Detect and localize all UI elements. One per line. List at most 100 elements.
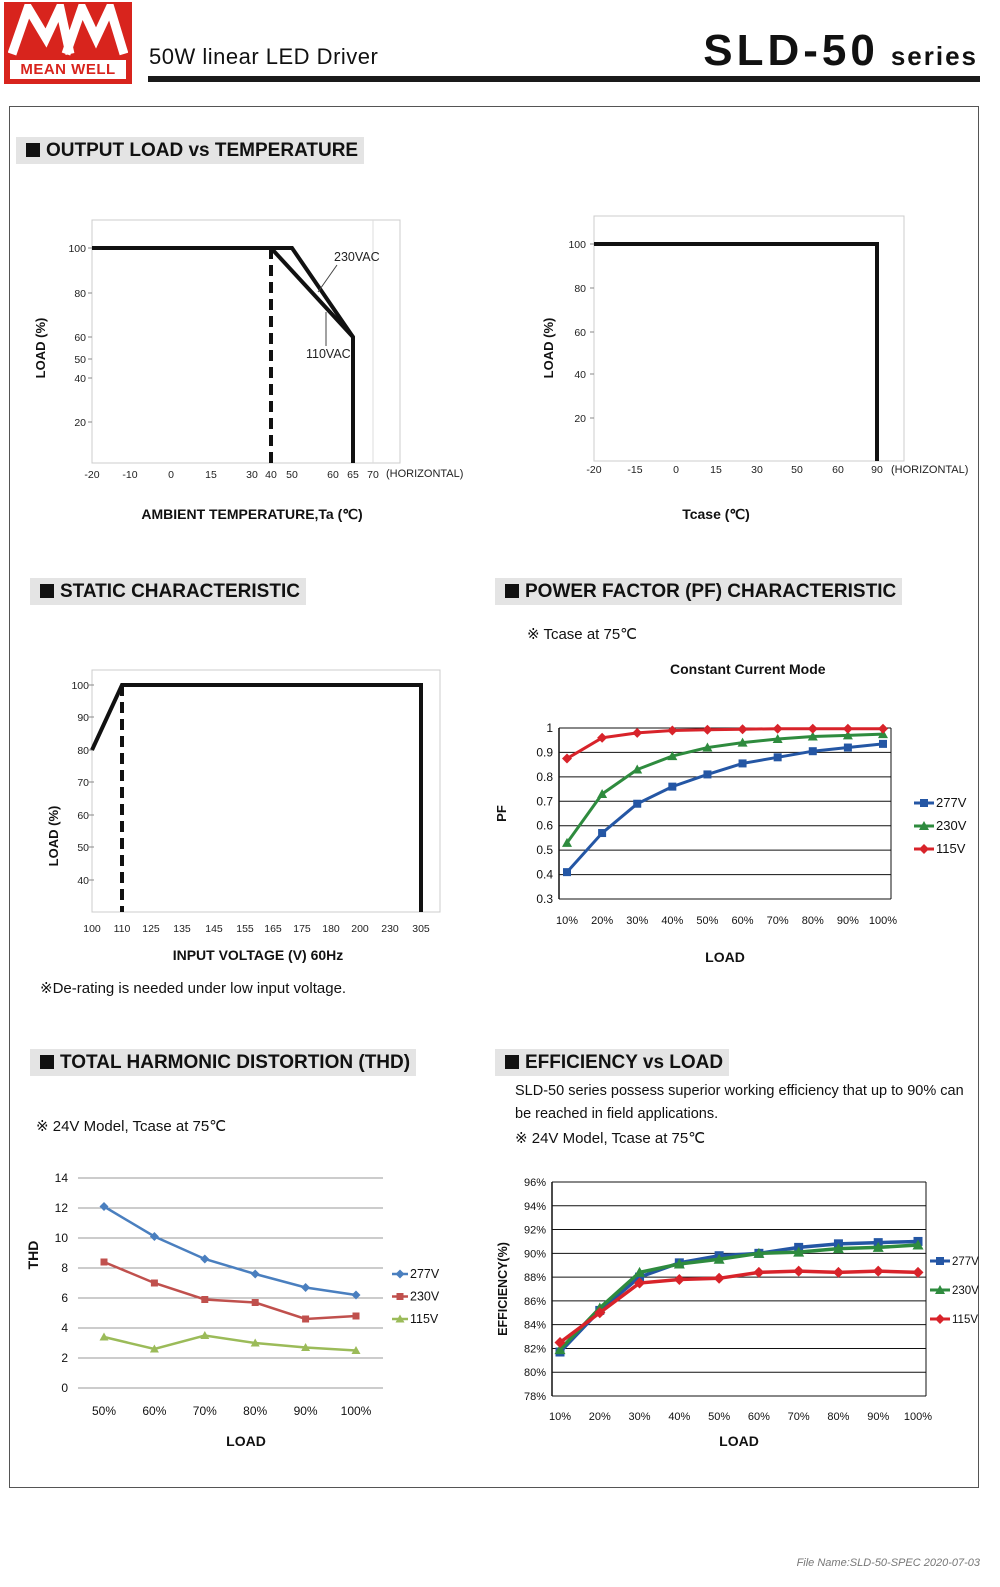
pf-x-tick-label: 70%: [767, 915, 789, 927]
eff-x-tick-label: 90%: [867, 1411, 889, 1423]
eff-point-115v: [832, 1266, 844, 1278]
thd-point-115v: [250, 1338, 260, 1347]
pf-point-115v: [842, 723, 853, 734]
thd-point-277v: [200, 1254, 210, 1264]
thd-y-tick-label: 14: [55, 1171, 69, 1185]
static-y-tick-label: 80: [77, 745, 89, 757]
pf-legend-label-230v: 230V: [936, 818, 967, 833]
pf-point-230v: [562, 837, 572, 847]
eff-y-tick-label: 82%: [524, 1343, 546, 1355]
pf-point-230v: [842, 730, 853, 740]
ambient-plot-frame: [91, 219, 401, 464]
eff-point-115v: [872, 1265, 884, 1277]
pf-point-230v: [737, 737, 748, 747]
pf-point-115v: [702, 724, 713, 735]
efficiency-description-line-2: be reached in field applications.: [515, 1106, 719, 1122]
thd-legend-label-115v: 115V: [410, 1312, 439, 1326]
eff-x-tick-label: 60%: [748, 1411, 770, 1423]
thd-x-axis-title: LOAD: [226, 1433, 266, 1449]
tcase-x-suffix: (HORIZONTAL): [891, 464, 968, 476]
tcase-y-tick-label: 100: [568, 239, 586, 251]
static-y-tick-label: 50: [77, 842, 89, 854]
pf-point-277v: [633, 799, 642, 808]
eff-x-tick-label: 20%: [589, 1411, 611, 1423]
thd-series-277v: [103, 1205, 357, 1297]
pf-series-115v: [566, 727, 883, 760]
eff-point-230v: [634, 1266, 646, 1277]
ambient-y-tick-label: 50: [74, 354, 86, 366]
static-y-axis-title: LOAD (%): [46, 806, 61, 867]
static-y-tick-label: 70: [77, 777, 89, 789]
pf-point-230v: [597, 788, 608, 798]
ambient-y-tick-label: 100: [68, 243, 86, 255]
eff-y-tick-label: 88%: [524, 1272, 546, 1284]
thd-y-tick-label: 10: [55, 1231, 69, 1245]
thd-point-115v: [351, 1346, 361, 1354]
pf-legend-label-115v: 115V: [936, 841, 966, 856]
pf-y-tick-label: 0.3: [536, 892, 553, 906]
tcase-x-tick-label: -20: [586, 464, 601, 476]
pf-x-tick-label: 60%: [732, 915, 754, 927]
static-y-tick-label: 90: [77, 712, 89, 724]
eff-point-230v: [793, 1246, 805, 1257]
ambient-series-label-110vac: 110VAC: [306, 347, 351, 361]
static-x-tick-label: 200: [351, 923, 369, 935]
pf-x-axis-title: LOAD: [705, 949, 745, 965]
pf-y-tick-label: 1: [546, 721, 553, 735]
ambient-x-axis-title: AMBIENT TEMPERATURE,Ta (℃): [141, 506, 362, 522]
eff-legend-marker-277v: [936, 1257, 944, 1265]
pf-point-230v: [632, 764, 643, 774]
eff-series-230v: [558, 1243, 919, 1351]
eff-y-tick-label: 80%: [524, 1367, 546, 1379]
pf-x-tick-label: 20%: [591, 915, 613, 927]
static-x-tick-label: 110: [114, 923, 131, 935]
mw-logo-mark-icon: [8, 4, 128, 56]
eff-legend-label-277v: 277V: [952, 1256, 979, 1268]
thd-point-230v: [150, 1279, 158, 1287]
thd-point-277v: [351, 1290, 361, 1300]
eff-y-tick-label: 96%: [524, 1177, 546, 1189]
ambient-series-230vac: [92, 246, 355, 463]
thd-y-tick-label: 6: [61, 1291, 68, 1305]
pf-point-230v: [772, 733, 783, 743]
eff-point-115v: [713, 1272, 725, 1284]
eff-point-115v: [634, 1277, 646, 1289]
eff-legend-label-230v: 230V: [952, 1285, 979, 1297]
pf-point-277v: [879, 739, 887, 748]
eff-y-tick-label: 84%: [524, 1320, 546, 1332]
ambient-y-tick-label: 60: [74, 332, 86, 344]
pf-legend-label-277v: 277V: [936, 795, 967, 810]
eff-y-tick-label: 78%: [524, 1391, 546, 1403]
thd-legend-label-230v: 230V: [410, 1290, 440, 1304]
tcase-x-tick-label: 0: [673, 464, 679, 476]
series-word: series: [890, 41, 978, 71]
eff-series-115v: [558, 1269, 919, 1344]
eff-x-axis-title: LOAD: [719, 1433, 759, 1449]
eff-point-115v: [912, 1266, 924, 1278]
thd-legend-label-277v: 277V: [410, 1267, 440, 1281]
ambient-x-tick-label: 50: [286, 469, 298, 481]
tcase-y-tick-label: 60: [574, 327, 586, 339]
eff-point-230v: [832, 1243, 844, 1254]
thd-x-tick-label: 100%: [341, 1404, 372, 1418]
thd-condition-note: ※ 24V Model, Tcase at 75℃: [36, 1118, 227, 1135]
ambient-x-tick-label: 70: [367, 469, 379, 481]
mean-well-logo: MEAN WELL: [4, 2, 132, 84]
static-x-tick-label: 135: [173, 923, 191, 935]
static-y-tick-label: 100: [71, 680, 89, 692]
pf-point-277v: [843, 743, 852, 752]
thd-point-230v: [100, 1258, 108, 1266]
thd-point-277v: [250, 1269, 260, 1279]
pf-point-115v: [737, 724, 748, 735]
static-series-load: [90, 683, 423, 912]
static-x-tick-label: 165: [264, 923, 282, 935]
pf-point-115v: [772, 723, 783, 734]
static-x-tick-label: 145: [205, 923, 223, 935]
eff-y-tick-label: 92%: [524, 1225, 546, 1237]
static-y-tick-label: 40: [77, 875, 89, 887]
thd-point-277v: [301, 1283, 311, 1292]
pf-point-277v: [598, 829, 607, 838]
pf-point-277v: [703, 770, 712, 779]
eff-point-115v: [793, 1265, 805, 1277]
thd-point-115v: [200, 1331, 210, 1339]
